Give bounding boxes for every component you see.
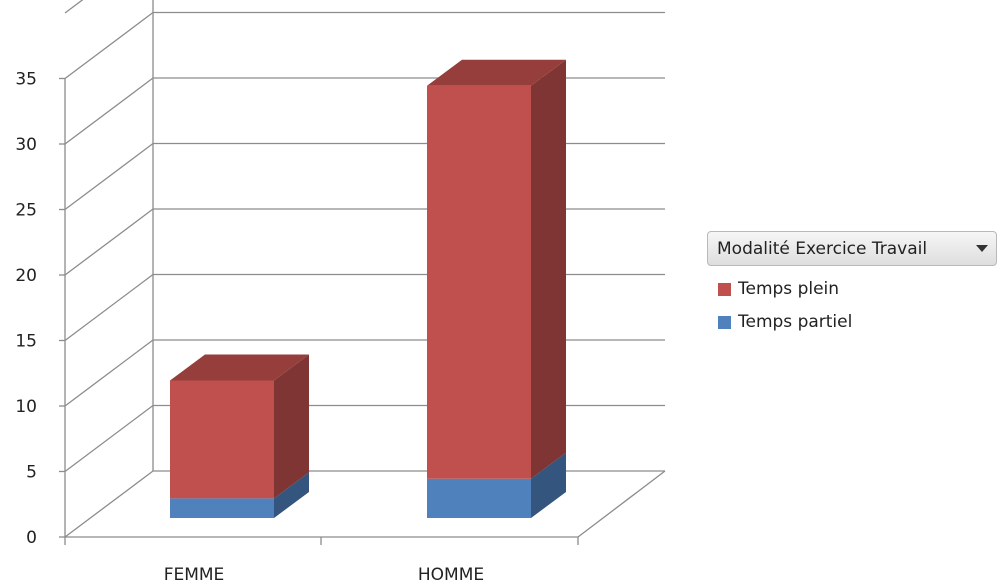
- bar-segment: [170, 354, 309, 499]
- bar-front-face: [427, 85, 531, 479]
- x-tick-label: FEMME: [164, 565, 225, 583]
- bar-side-face: [274, 472, 309, 518]
- y-tick-label: 0: [26, 528, 37, 548]
- gridline: [64, 142, 665, 211]
- y-tick-label: 20: [15, 266, 37, 286]
- bar-side-face: [531, 452, 566, 518]
- bar-segment: [170, 472, 309, 518]
- dropdown-arrow-icon[interactable]: [976, 245, 988, 252]
- gridlines: [64, 0, 665, 538]
- bar-front-face: [170, 380, 274, 499]
- legend-swatch-blue: [718, 315, 731, 329]
- y-axis-ticks: 0 5 10 15 20 25 30 35: [15, 70, 65, 548]
- gridline: [64, 470, 665, 538]
- y-tick-label: 15: [15, 332, 37, 352]
- axes: [64, 78, 579, 545]
- bar-side-face: [531, 59, 566, 479]
- chart-walls: [65, 0, 666, 538]
- gridline: [64, 404, 665, 473]
- bar-top-face: [170, 354, 309, 381]
- gridline: [64, 77, 665, 145]
- gridline: [64, 208, 665, 276]
- x-tick-label: HOMME: [418, 565, 484, 583]
- bar-top-face: [427, 59, 566, 86]
- legend-filter-dropdown[interactable]: Modalité Exercice Travail: [707, 231, 997, 266]
- legend-item-temps-partiel: Temps partiel: [718, 312, 1000, 332]
- bar-side-face: [274, 354, 309, 499]
- x-axis-ticks: FEMME HOMME: [164, 565, 484, 583]
- gridline: [64, 273, 665, 342]
- bars: [170, 59, 566, 518]
- legend-title: Modalité Exercice Travail: [717, 238, 928, 259]
- legend: Modalité Exercice Travail Temps plein Te…: [707, 231, 1000, 332]
- gridline: [64, 0, 84, 14]
- y-tick-label: 25: [15, 201, 37, 221]
- gridline: [64, 339, 665, 407]
- legend-swatch-red: [718, 282, 731, 296]
- bar-front-face: [427, 478, 531, 518]
- legend-label: Temps plein: [738, 279, 840, 299]
- bar-front-face: [170, 498, 274, 518]
- y-tick-label: 10: [15, 397, 37, 417]
- y-tick-label: 5: [26, 463, 37, 483]
- floor-edge: [65, 470, 666, 538]
- y-tick-label: 30: [15, 135, 37, 155]
- y-tick-label: 35: [15, 70, 37, 90]
- legend-label: Temps partiel: [738, 312, 853, 332]
- bar-segment: [427, 452, 566, 518]
- legend-item-temps-plein: Temps plein: [718, 279, 1000, 299]
- bar-segment: [427, 59, 566, 479]
- gridline: [64, 11, 665, 80]
